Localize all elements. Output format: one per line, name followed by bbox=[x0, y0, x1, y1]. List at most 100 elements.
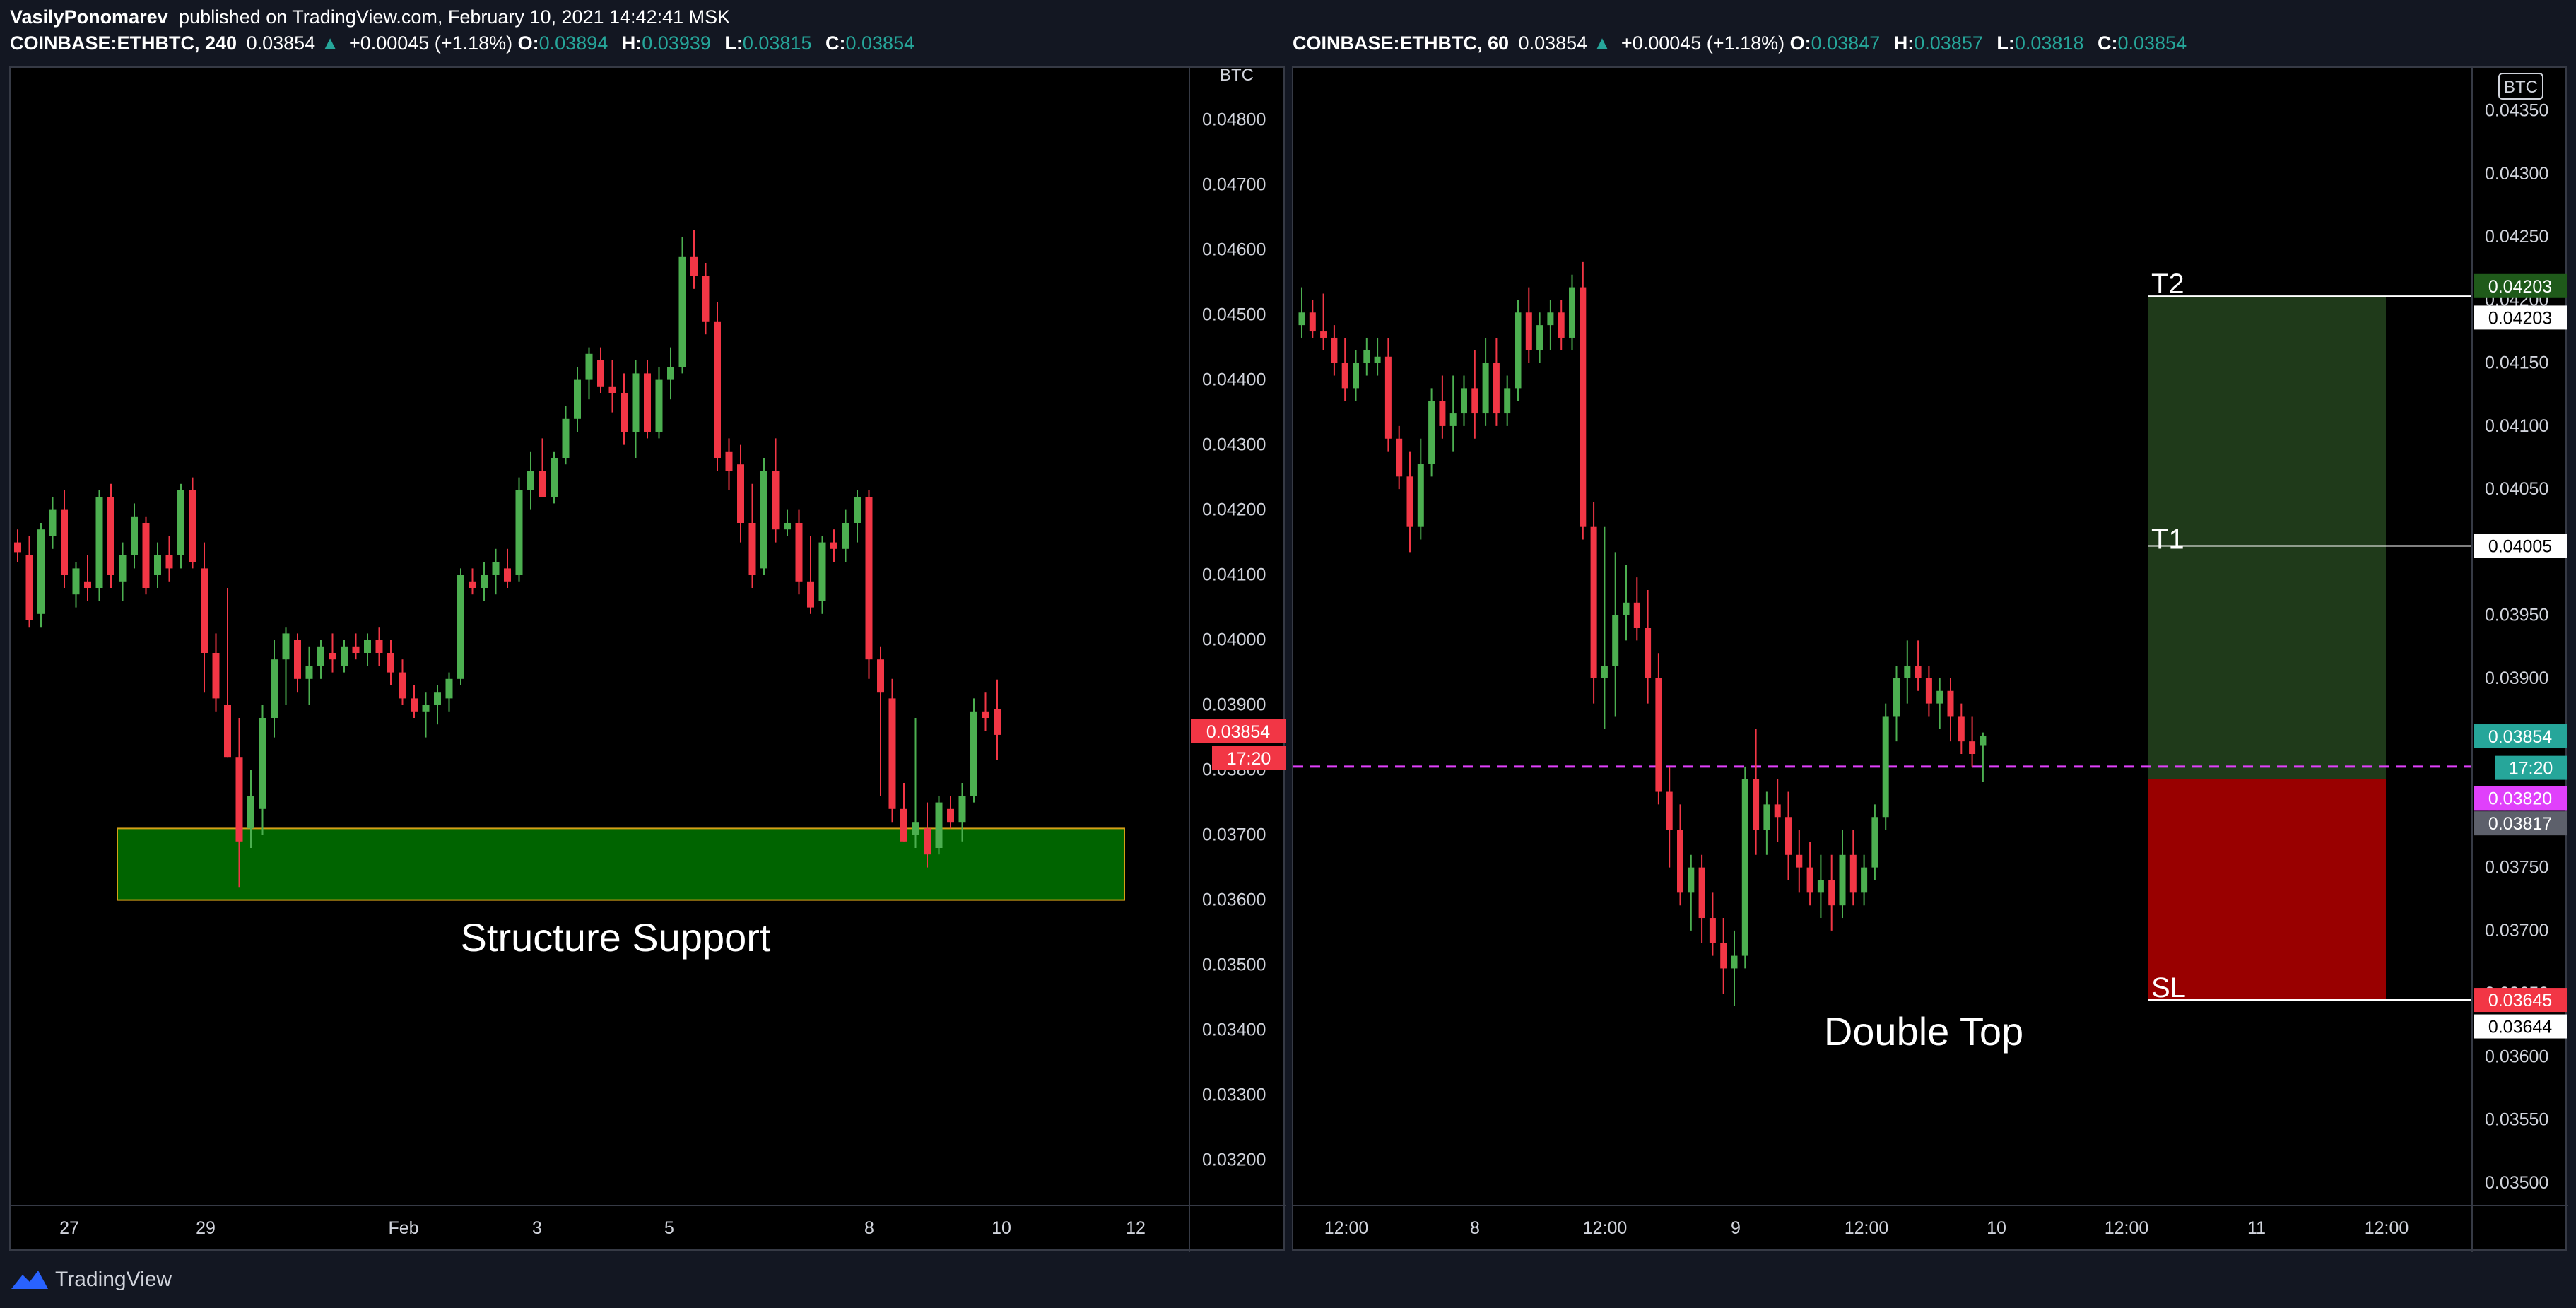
candle bbox=[1623, 565, 1630, 641]
candle bbox=[72, 562, 80, 608]
candle-body bbox=[678, 256, 686, 367]
stop-price-tag: 0.03645 bbox=[2474, 988, 2567, 1013]
candle-body bbox=[1623, 602, 1630, 615]
svg-text:0.04005: 0.04005 bbox=[2488, 536, 2552, 556]
candle-body bbox=[1849, 854, 1857, 893]
candle-body bbox=[1590, 526, 1597, 678]
candle bbox=[25, 536, 33, 628]
stop-loss-zone[interactable] bbox=[2148, 779, 2386, 1001]
candle bbox=[1341, 337, 1348, 401]
candle bbox=[1482, 337, 1489, 426]
candle-body bbox=[644, 373, 651, 432]
candle-body bbox=[1925, 678, 1932, 704]
candle bbox=[154, 542, 161, 588]
candle bbox=[131, 503, 138, 569]
candle bbox=[1558, 300, 1565, 350]
left-chart-panel[interactable]: BTC 0.04800 0.04700 0.04600 0.04500 0.04400 0… bbox=[9, 66, 1286, 1252]
svg-text:0.03854: 0.03854 bbox=[2488, 727, 2552, 747]
support-zone[interactable] bbox=[117, 827, 1125, 901]
candle-body bbox=[317, 646, 324, 666]
candle-body bbox=[1331, 337, 1338, 363]
profit-zone[interactable] bbox=[2148, 296, 2386, 779]
candle bbox=[1698, 854, 1705, 943]
candle-body bbox=[702, 276, 710, 322]
candle bbox=[1515, 300, 1522, 401]
candle-body bbox=[352, 646, 360, 653]
candle bbox=[900, 783, 907, 842]
right-x-tick: 12:00 bbox=[2365, 1218, 2409, 1238]
right-y-tick: 0.04350 bbox=[2485, 101, 2548, 121]
candle-body bbox=[515, 490, 523, 575]
candle bbox=[818, 536, 826, 614]
candle bbox=[982, 692, 989, 731]
candle-body bbox=[72, 568, 80, 595]
candle bbox=[1590, 502, 1597, 704]
candle bbox=[725, 438, 733, 490]
candle bbox=[119, 542, 127, 601]
tradingview-logo[interactable]: TradingView bbox=[10, 1264, 172, 1295]
left-high-label: H: bbox=[621, 33, 642, 54]
candle-body bbox=[597, 360, 604, 387]
candle bbox=[1439, 375, 1446, 439]
candle bbox=[1763, 791, 1770, 855]
candle-body bbox=[1688, 867, 1695, 893]
target2-label: T2 bbox=[2151, 269, 2184, 300]
author-name[interactable]: VasilyPonomarev bbox=[10, 6, 168, 28]
candle-body bbox=[1666, 791, 1673, 830]
candle bbox=[445, 672, 453, 712]
candle bbox=[772, 438, 780, 543]
candle-body bbox=[632, 373, 640, 432]
right-close: 0.03854 bbox=[2117, 33, 2187, 54]
candle bbox=[1915, 640, 1922, 691]
right-close-label: C: bbox=[2097, 33, 2118, 54]
candle bbox=[1612, 552, 1619, 717]
candle bbox=[842, 509, 849, 562]
candle bbox=[1428, 388, 1435, 477]
candle-body bbox=[1677, 830, 1683, 893]
candle-body bbox=[1471, 388, 1478, 414]
candle bbox=[737, 444, 744, 543]
left-y-tick: 0.04800 bbox=[1202, 110, 1266, 130]
candle-body bbox=[375, 640, 383, 653]
candle bbox=[329, 633, 336, 673]
candle-body bbox=[25, 555, 33, 620]
right-symbol[interactable]: COINBASE:ETHBTC, 60 bbox=[1293, 33, 1510, 54]
candle-body bbox=[795, 523, 803, 582]
left-chart-svg[interactable]: BTC 0.04800 0.04700 0.04600 0.04500 0.04400 0… bbox=[11, 68, 1286, 1252]
candle-body bbox=[1504, 388, 1511, 414]
left-y-tick: 0.04200 bbox=[1202, 500, 1266, 520]
left-high: 0.03939 bbox=[642, 33, 711, 54]
candle bbox=[527, 451, 534, 510]
candle bbox=[84, 555, 91, 601]
candle-body bbox=[387, 653, 394, 673]
target1-price-tag: 0.04005 bbox=[2474, 534, 2567, 558]
candle-body bbox=[725, 451, 733, 471]
candle bbox=[341, 640, 348, 673]
right-x-tick: 11 bbox=[2247, 1218, 2266, 1238]
candle-body bbox=[585, 353, 593, 380]
candle-body bbox=[329, 653, 336, 660]
candle bbox=[1893, 666, 1900, 742]
candle-body bbox=[422, 705, 430, 712]
right-chart-panel[interactable]: T2 T1 SL BTC 0.04350 0.04300 0.04250 0.04200 0… bbox=[1292, 66, 2568, 1252]
candle-body bbox=[1645, 628, 1652, 678]
candle bbox=[1406, 451, 1413, 553]
candle bbox=[1871, 804, 1878, 880]
candle bbox=[678, 237, 686, 374]
candle-body bbox=[737, 464, 744, 523]
candle bbox=[690, 230, 698, 289]
candle bbox=[924, 802, 931, 868]
candle-body bbox=[411, 698, 418, 712]
right-y-tick: 0.04250 bbox=[2485, 227, 2548, 247]
candle bbox=[888, 678, 896, 823]
candle bbox=[61, 490, 68, 588]
right-x-tick: 8 bbox=[1470, 1218, 1480, 1238]
candle-body bbox=[1374, 356, 1381, 363]
candle-body bbox=[341, 646, 348, 666]
left-symbol[interactable]: COINBASE:ETHBTC, 240 bbox=[10, 33, 237, 54]
candle bbox=[95, 490, 103, 601]
candle-body bbox=[364, 640, 371, 653]
candle-body bbox=[748, 523, 756, 575]
publish-date: published on TradingView.com, February 1… bbox=[179, 6, 731, 28]
